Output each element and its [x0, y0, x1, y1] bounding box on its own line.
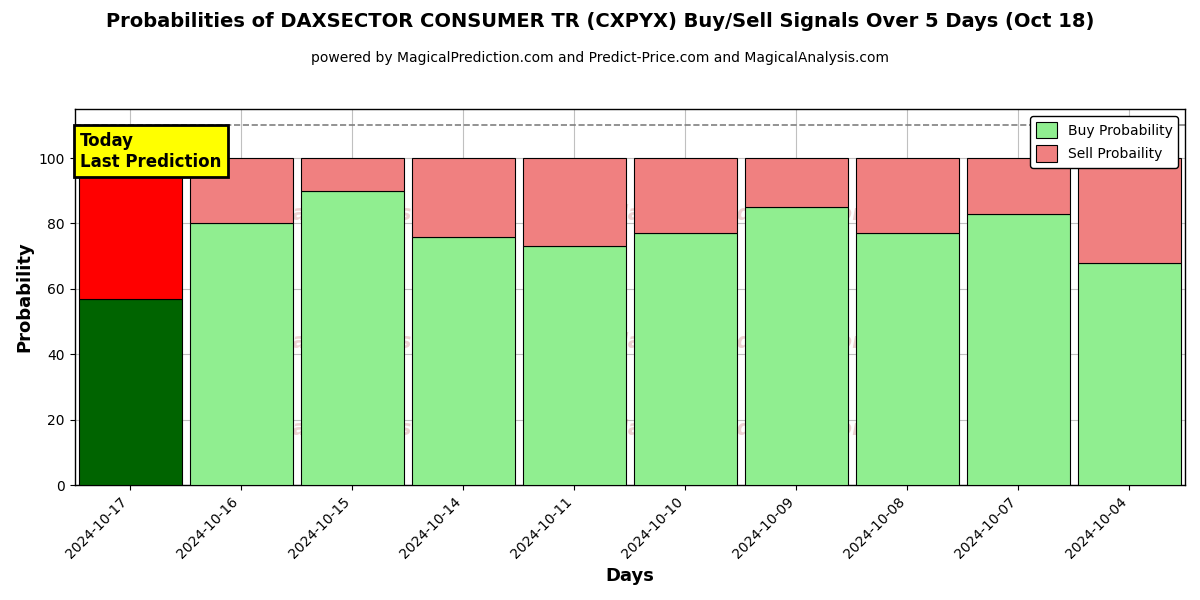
Bar [856, 233, 959, 485]
Bar [412, 236, 515, 485]
Text: MagicalPrediction.com: MagicalPrediction.com [607, 332, 875, 352]
Text: calAnalysis.com: calAnalysis.com [281, 205, 468, 224]
Bar [190, 158, 293, 223]
Text: calAnalysis.com: calAnalysis.com [281, 419, 468, 439]
Bar [301, 191, 404, 485]
Text: calAnalysis.com: calAnalysis.com [281, 332, 468, 352]
Bar [523, 247, 626, 485]
Bar [523, 158, 626, 247]
Bar [1078, 158, 1181, 263]
Bar [190, 223, 293, 485]
Bar [634, 233, 737, 485]
Bar [412, 158, 515, 236]
Text: powered by MagicalPrediction.com and Predict-Price.com and MagicalAnalysis.com: powered by MagicalPrediction.com and Pre… [311, 51, 889, 65]
Y-axis label: Probability: Probability [16, 242, 34, 352]
X-axis label: Days: Days [605, 567, 654, 585]
Bar [745, 158, 848, 207]
Bar [78, 299, 182, 485]
Text: Today
Last Prediction: Today Last Prediction [80, 132, 222, 170]
Bar [1078, 263, 1181, 485]
Text: Probabilities of DAXSECTOR CONSUMER TR (CXPYX) Buy/Sell Signals Over 5 Days (Oct: Probabilities of DAXSECTOR CONSUMER TR (… [106, 12, 1094, 31]
Text: MagicalPrediction.com: MagicalPrediction.com [607, 205, 875, 224]
Text: MagicalPrediction.com: MagicalPrediction.com [607, 419, 875, 439]
Bar [745, 207, 848, 485]
Bar [634, 158, 737, 233]
Bar [301, 158, 404, 191]
Bar [967, 214, 1070, 485]
Bar [856, 158, 959, 233]
Bar [78, 158, 182, 299]
Legend: Buy Probability, Sell Probaility: Buy Probability, Sell Probaility [1030, 116, 1178, 168]
Bar [967, 158, 1070, 214]
